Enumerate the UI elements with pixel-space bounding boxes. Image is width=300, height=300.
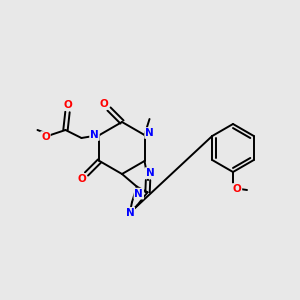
Text: N: N [145, 128, 154, 138]
Text: N: N [90, 130, 99, 140]
Text: O: O [100, 99, 108, 109]
Text: O: O [41, 132, 50, 142]
Text: O: O [63, 100, 72, 110]
Text: N: N [125, 208, 134, 218]
Text: N: N [146, 168, 154, 178]
Text: O: O [232, 184, 242, 194]
Text: N: N [134, 189, 143, 199]
Text: O: O [77, 174, 86, 184]
